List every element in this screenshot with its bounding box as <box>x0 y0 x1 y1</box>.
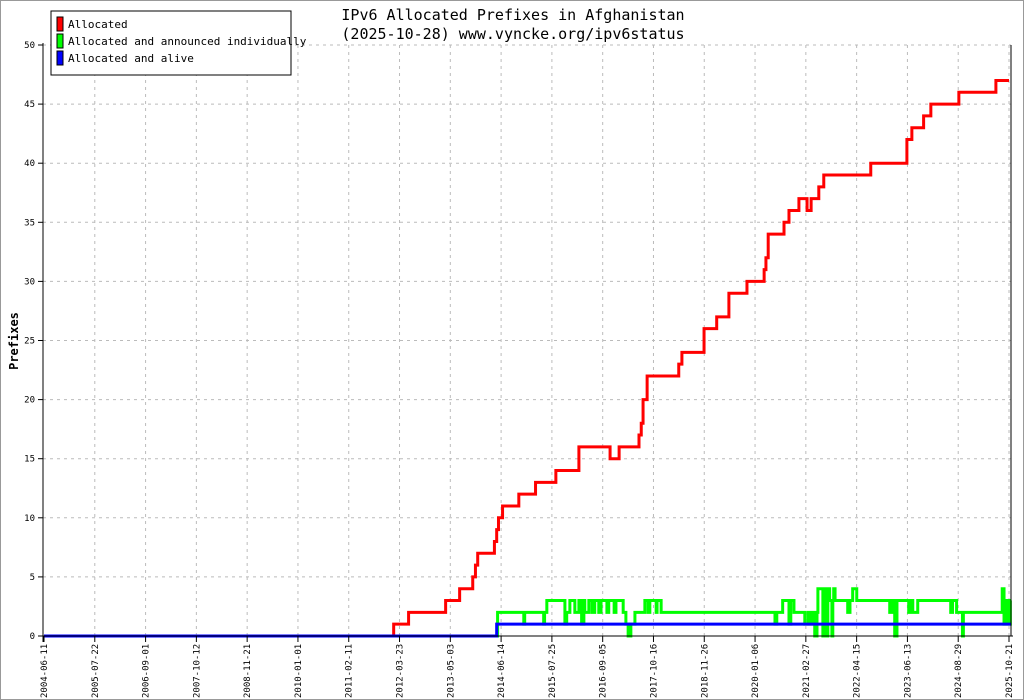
chart-subtitle: (2025-10-28) www.vyncke.org/ipv6status <box>341 25 684 43</box>
series-line-allocated <box>44 78 1009 638</box>
x-tick-label: 2021-02-27 <box>802 644 812 698</box>
legend-label: Allocated and alive <box>68 52 194 65</box>
x-tick-label: 2018-11-26 <box>700 644 710 698</box>
y-tick-label: 50 <box>24 41 35 51</box>
gridlines <box>43 44 1011 636</box>
y-tick-label: 35 <box>24 218 35 228</box>
chart-title: IPv6 Allocated Prefixes in Afghanistan <box>341 6 684 24</box>
x-tick-label: 2006-09-01 <box>142 644 152 698</box>
legend-label: Allocated <box>68 18 128 31</box>
y-tick-label: 0 <box>30 632 35 642</box>
x-tick-label: 2005-07-22 <box>91 644 101 698</box>
axes: 0 5 10 15 20 25 30 35 40 45 50 2004-06-11 2005-07-22… <box>24 41 1015 698</box>
series-layer <box>44 78 1012 638</box>
x-tick-label: 2015-07-25 <box>548 644 558 698</box>
x-tick-label: 2024-08-29 <box>954 644 964 698</box>
y-tick-label: 10 <box>24 514 35 524</box>
y-tick-label: 15 <box>24 455 35 465</box>
y-tick-label: 45 <box>24 100 35 110</box>
y-tick-label: 5 <box>30 573 35 583</box>
x-tick-label: 2020-01-06 <box>751 644 761 698</box>
legend-swatch <box>56 33 64 49</box>
legend-box <box>50 10 292 76</box>
y-tick-label: 20 <box>24 396 35 406</box>
x-tick-label: 2010-01-01 <box>294 644 304 698</box>
x-tick-label: 2008-11-21 <box>243 644 253 698</box>
series-line-allocated-and-announced-individually <box>44 587 1012 638</box>
series-line-allocated-and-alive <box>44 622 1011 638</box>
x-tick-label: 2025-10-21 <box>1005 644 1015 698</box>
x-tick-label: 2012-03-23 <box>396 644 406 698</box>
y-tick-label: 40 <box>24 159 35 169</box>
x-tick-label: 2016-09-05 <box>599 644 609 698</box>
legend-label: Allocated and announced individually <box>68 35 307 48</box>
x-tick-label: 2011-02-11 <box>345 644 355 698</box>
x-tick-label: 2022-04-15 <box>853 644 863 698</box>
x-tick-label: 2014-06-14 <box>497 644 507 698</box>
x-tick-label: 2007-10-12 <box>192 644 202 698</box>
legend: Allocated Allocated and announced individ… <box>50 10 307 76</box>
y-tick-label: 30 <box>24 277 35 287</box>
x-tick-label: 2023-06-13 <box>903 644 913 698</box>
y-tick-label: 25 <box>24 337 35 347</box>
legend-swatch <box>56 16 64 32</box>
x-tick-label: 2013-05-03 <box>446 644 456 698</box>
x-tick-label: 2017-10-16 <box>649 644 659 698</box>
x-tick-label: 2004-06-11 <box>40 644 50 698</box>
y-axis-label: Prefixes <box>7 312 21 370</box>
legend-swatch <box>56 50 64 66</box>
